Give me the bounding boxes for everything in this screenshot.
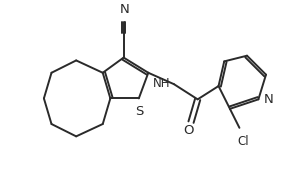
Text: N: N <box>120 3 129 16</box>
Text: N: N <box>264 93 274 106</box>
Text: Cl: Cl <box>237 135 249 148</box>
Text: S: S <box>135 105 143 118</box>
Text: NH: NH <box>153 77 170 90</box>
Text: O: O <box>183 124 193 137</box>
